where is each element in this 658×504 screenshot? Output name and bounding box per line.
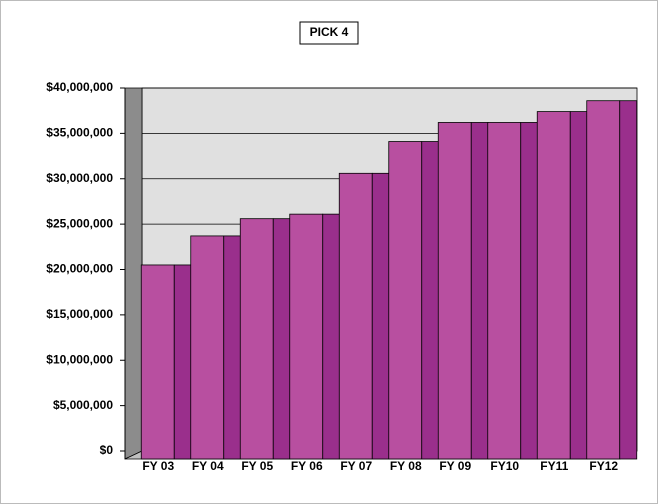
bar-side [322, 213, 341, 460]
bar [190, 235, 225, 460]
bar-side [421, 141, 440, 460]
y-tick-label: $5,000,000 [53, 398, 113, 412]
title-box [299, 21, 359, 45]
x-tick-label: FY 07 [340, 459, 372, 473]
bar-side [272, 218, 291, 460]
bar-side [470, 122, 489, 460]
chart-title: PICK 4 [310, 25, 349, 39]
bar-side [569, 111, 588, 460]
bar [388, 141, 423, 460]
x-tick-label: FY 03 [142, 459, 174, 473]
x-tick-label: FY 08 [390, 459, 422, 473]
bar [338, 172, 373, 460]
bar [437, 122, 472, 460]
bar [140, 264, 175, 460]
bar [487, 122, 522, 460]
y-tick-label: $35,000,000 [46, 126, 113, 140]
bar [239, 218, 274, 460]
y-tick-label: $20,000,000 [46, 262, 113, 276]
y-tick-label: $0 [100, 443, 114, 457]
y-tick-label: $15,000,000 [46, 307, 113, 321]
y-tick-label: $40,000,000 [46, 80, 113, 94]
y-tick-label: $25,000,000 [46, 216, 113, 230]
x-tick-label: FY10 [490, 459, 519, 473]
bar [289, 213, 324, 460]
bar-side [223, 235, 242, 460]
x-tick-label: FY11 [540, 459, 568, 473]
y-tick-label: $10,000,000 [46, 352, 113, 366]
x-tick-label: FY 06 [291, 459, 323, 473]
bar-side [371, 172, 390, 460]
bar [586, 100, 621, 460]
bar-side [619, 100, 638, 460]
side-wall [124, 87, 143, 460]
x-tick-label: FY 09 [439, 459, 471, 473]
x-tick-label: FY12 [589, 459, 618, 473]
bar [536, 111, 571, 460]
x-tick-label: FY 05 [241, 459, 273, 473]
bar-side [173, 264, 192, 460]
x-tick-label: FY 04 [192, 459, 224, 473]
bar-side [520, 122, 539, 460]
y-tick-label: $30,000,000 [46, 171, 113, 185]
